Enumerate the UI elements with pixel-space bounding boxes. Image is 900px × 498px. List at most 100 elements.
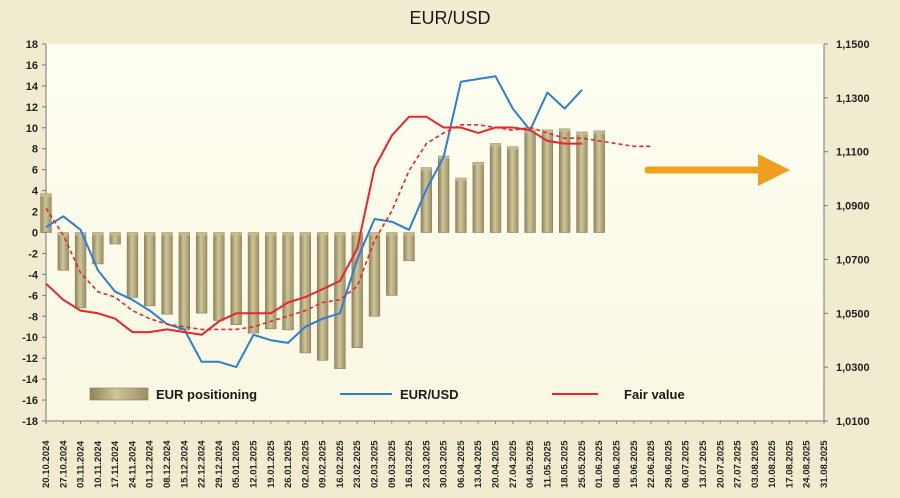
left-tick-label: 14 <box>26 81 39 93</box>
bar-cap <box>403 232 415 236</box>
right-tick-label: 1,0700 <box>836 254 870 266</box>
x-tick-label: 17.11.2024 <box>110 440 121 488</box>
bar <box>230 232 242 325</box>
bar <box>403 232 415 262</box>
bar <box>126 232 139 298</box>
x-tick-label: 23.02.2025 <box>352 440 363 488</box>
left-tick-label: 2 <box>32 207 38 219</box>
bar-cap <box>455 178 467 182</box>
x-tick-label: 17.08.2025 <box>784 440 795 488</box>
left-tick-label: 8 <box>32 144 38 156</box>
left-tick-label: -6 <box>28 290 38 302</box>
right-tick-label: 1,0300 <box>836 362 870 374</box>
bar-cap <box>317 232 328 236</box>
x-tick-label: 03.08.2025 <box>750 440 761 488</box>
bar-cap <box>248 232 259 236</box>
legend-swatch-bar <box>89 387 149 401</box>
bar <box>74 232 87 309</box>
bar-cap <box>161 232 173 236</box>
left-tick-label: -2 <box>28 248 38 260</box>
bar <box>541 129 554 233</box>
annotation-layer <box>644 154 790 186</box>
x-tick-label: 09.02.2025 <box>318 440 329 488</box>
x-tick-label: 05.01.2025 <box>231 440 242 488</box>
bar-cap <box>542 129 553 133</box>
bar-cap <box>40 193 52 197</box>
left-tick-label: 4 <box>32 186 39 198</box>
x-tick-label: 29.06.2025 <box>663 440 674 488</box>
x-tick-label: 24.08.2025 <box>802 440 813 488</box>
plot-area <box>46 44 824 421</box>
x-tick-label: 20.04.2025 <box>491 440 502 488</box>
left-tick-label: 10 <box>26 123 38 135</box>
left-tick-label: -16 <box>22 395 38 407</box>
legend-label-eurusd: EUR/USD <box>400 387 459 402</box>
bar <box>489 143 502 233</box>
right-tick-label: 1,0500 <box>836 308 870 320</box>
x-tick-label: 03.11.2024 <box>76 440 87 488</box>
bar-cap <box>127 232 138 236</box>
arrow-head <box>758 154 790 186</box>
x-tick-label: 22.06.2025 <box>646 440 657 488</box>
x-tick-label: 11.05.2025 <box>542 440 553 488</box>
x-tick-label: 04.05.2025 <box>525 440 536 488</box>
bar-cap <box>213 232 225 236</box>
bar-cap <box>334 232 346 236</box>
bar <box>247 232 260 334</box>
bar-cap <box>593 130 605 134</box>
left-tick-label: -14 <box>22 374 39 386</box>
bar-cap <box>386 232 398 236</box>
bar-cap <box>559 128 571 132</box>
left-tick-label: -8 <box>28 311 38 323</box>
left-tick-label: -18 <box>22 416 38 428</box>
x-tick-label: 02.02.2025 <box>300 440 311 488</box>
left-tick-label: 18 <box>26 39 38 51</box>
left-tick-label: 12 <box>26 102 38 114</box>
x-tick-label: 10.08.2025 <box>767 440 778 488</box>
bar-cap <box>144 232 156 236</box>
x-tick-label: 09.03.2025 <box>387 440 398 488</box>
left-tick-label: -12 <box>22 353 38 365</box>
bar-cap <box>420 167 432 171</box>
bar <box>437 155 450 233</box>
x-tick-label: 19.01.2025 <box>266 440 277 488</box>
x-tick-label: 18.05.2025 <box>560 440 571 488</box>
x-tick-label: 29.12.2024 <box>214 440 225 488</box>
x-tick-label: 20.10.2024 <box>41 440 52 488</box>
fair-value-line <box>45 115 582 336</box>
bar <box>265 232 277 330</box>
x-tick-label: 30.03.2025 <box>439 440 450 488</box>
x-tick-label: 01.12.2024 <box>145 440 156 488</box>
bar-cap <box>196 232 207 236</box>
bar <box>455 177 467 233</box>
x-tick-label: 27.04.2025 <box>508 440 519 488</box>
x-tick-label: 01.06.2025 <box>594 440 605 488</box>
bar-cap <box>369 232 380 236</box>
line-series <box>45 75 652 369</box>
bar-cap <box>299 232 311 236</box>
dashed-line <box>45 124 652 331</box>
bar <box>524 129 536 233</box>
bar-cap <box>524 129 536 133</box>
x-axis: 20.10.2024 27.10.2024 03.11.2024 10.11.2024… <box>41 420 830 488</box>
bar-cap <box>282 232 294 236</box>
x-tick-label: 25.05.2025 <box>577 440 588 488</box>
bar-cap <box>92 232 104 236</box>
bar <box>316 232 329 361</box>
bar <box>368 232 381 317</box>
eurusd-line <box>45 75 583 369</box>
bar-cap <box>472 162 484 166</box>
x-tick-label: 24.11.2024 <box>127 440 138 488</box>
x-tick-label: 27.07.2025 <box>733 440 744 488</box>
right-tick-label: 1,0100 <box>836 416 870 428</box>
bar-series <box>40 128 605 369</box>
bar <box>178 232 190 331</box>
left-tick-label: 6 <box>32 165 38 177</box>
bar <box>576 131 588 233</box>
legend-label-positioning: EUR positioning <box>156 387 257 402</box>
x-tick-label: 31.08.2025 <box>819 440 830 488</box>
bar <box>507 146 519 233</box>
bar-cap <box>230 232 242 236</box>
